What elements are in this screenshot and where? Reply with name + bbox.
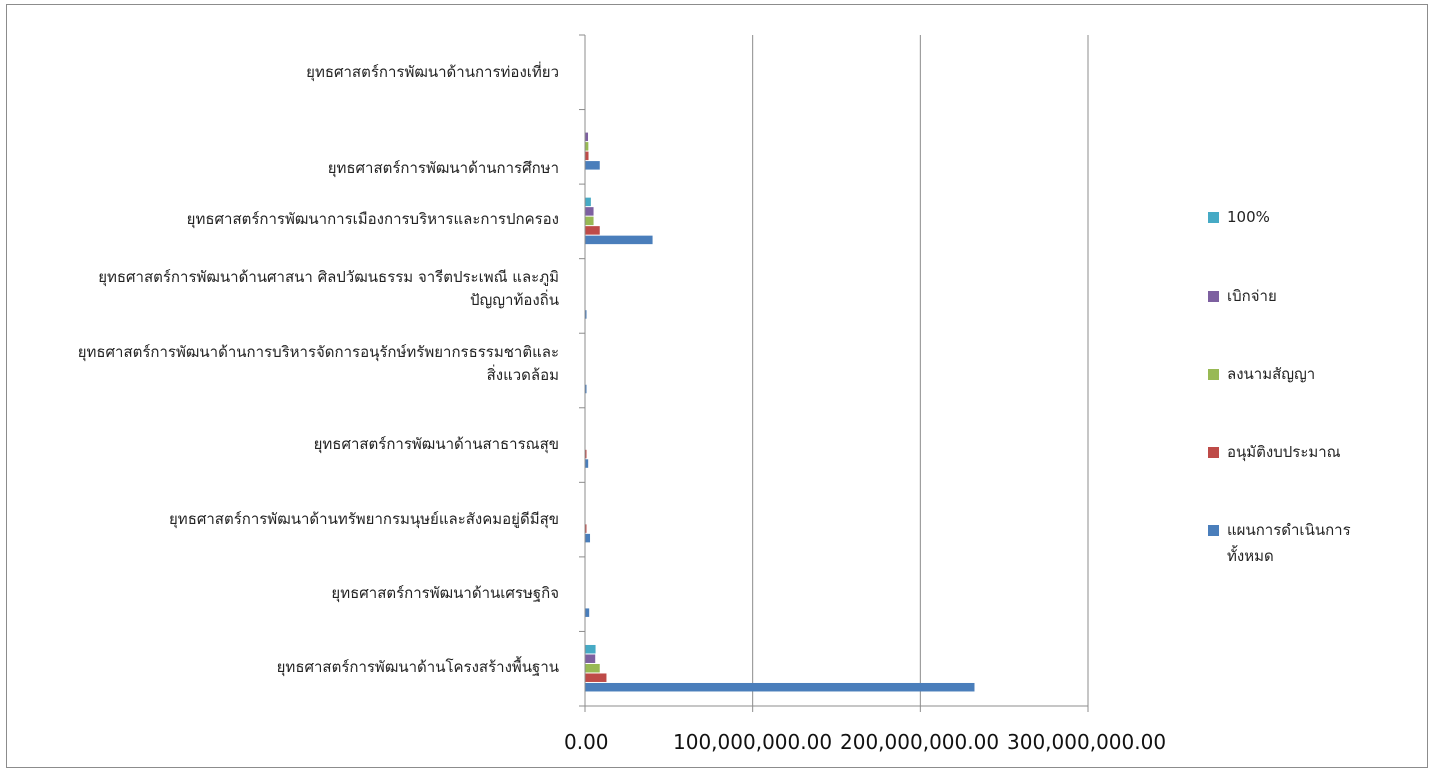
category-label-human-resources: ยุทธศาสตร์การพัฒนาด้านทรัพยากรมนุษย์และส…	[169, 510, 559, 528]
bar	[585, 310, 587, 319]
legend-label-budget-approved: อนุมัติงบประมาณ	[1227, 443, 1341, 461]
x-tick-label: 300,000,000.00	[1007, 730, 1167, 754]
category-label-religion-culture: ยุทธศาสตร์การพัฒนาด้านศาสนา ศิลปวัฒนธรรม…	[98, 268, 559, 309]
bar	[585, 151, 589, 161]
category-label-politics-administration: ยุทธศาสตร์การพัฒนาการเมืองการบริหารและกา…	[186, 210, 559, 228]
x-tick-label: 0.00	[564, 730, 609, 754]
legend-swatch-disbursed	[1208, 291, 1219, 302]
legend-label-100-percent: 100%	[1227, 208, 1270, 226]
bar	[585, 524, 587, 533]
category-label-tourism: ยุทธศาสตร์การพัฒนาด้านการท่องเที่ยว	[306, 63, 559, 81]
chart-frame	[6, 4, 1428, 768]
bar	[585, 197, 591, 207]
bar	[585, 161, 600, 170]
category-label-infrastructure: ยุทธศาสตร์การพัฒนาด้านโครงสร้างพื้นฐาน	[276, 658, 559, 676]
bar	[585, 673, 607, 682]
legend-swatch-budget-approved	[1208, 447, 1219, 458]
bar	[585, 654, 596, 663]
category-label-public-health: ยุทธศาสตร์การพัฒนาด้านสาธารณสุข	[313, 435, 559, 453]
category-label-economy: ยุทธศาสตร์การพัฒนาด้านเศรษฐกิจ	[331, 584, 559, 602]
legend-label-total-plan: แผนการดำเนินการ ทั้งหมด	[1227, 521, 1351, 565]
bar	[585, 682, 975, 692]
category-label-natural-resources: ยุทธศาสตร์การพัฒนาด้านการบริหารจัดการอนุ…	[77, 343, 559, 384]
category-label-education: ยุทธศาสตร์การพัฒนาด้านการศึกษา	[327, 159, 559, 177]
bar	[585, 207, 594, 216]
bar	[585, 449, 587, 459]
x-tick-label: 200,000,000.00	[840, 730, 1000, 754]
legend-label-disbursed: เบิกจ่าย	[1227, 287, 1277, 305]
bar	[585, 459, 589, 468]
bar	[585, 216, 594, 226]
bar	[585, 663, 600, 673]
bar	[585, 235, 653, 245]
x-tick-label: 100,000,000.00	[673, 730, 833, 754]
bar	[585, 132, 589, 142]
bar	[585, 142, 589, 151]
legend-swatch-contract-signed	[1208, 369, 1219, 380]
bar	[585, 608, 590, 617]
bar	[585, 226, 600, 235]
bar	[585, 384, 587, 394]
bar	[585, 644, 596, 654]
legend-swatch-100-percent	[1208, 212, 1219, 223]
bar	[585, 533, 591, 543]
legend-label-contract-signed: ลงนามสัญญา	[1227, 365, 1316, 383]
legend-swatch-total-plan	[1208, 525, 1219, 536]
